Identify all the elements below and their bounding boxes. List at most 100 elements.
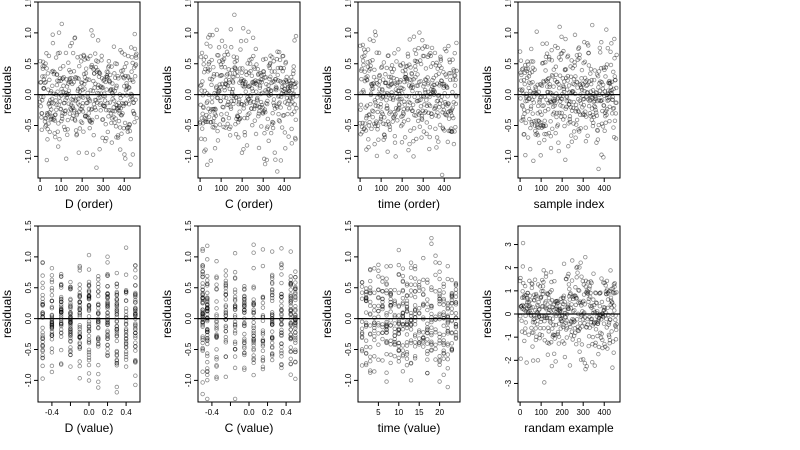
data-point bbox=[269, 293, 275, 298]
data-point bbox=[415, 98, 420, 104]
data-point bbox=[392, 312, 397, 318]
data-point bbox=[421, 335, 426, 340]
data-point bbox=[260, 105, 265, 110]
data-point bbox=[363, 361, 369, 366]
data-point bbox=[520, 295, 525, 300]
data-point bbox=[376, 50, 382, 56]
data-point bbox=[433, 317, 438, 322]
data-point bbox=[395, 106, 401, 112]
data-point bbox=[80, 104, 85, 109]
data-point bbox=[579, 303, 584, 308]
data-point bbox=[412, 58, 418, 64]
data-point bbox=[543, 271, 549, 276]
data-point bbox=[114, 360, 120, 366]
data-point bbox=[123, 272, 129, 277]
data-point bbox=[446, 116, 452, 121]
data-point bbox=[569, 319, 574, 324]
data-point bbox=[261, 72, 266, 77]
data-point bbox=[612, 290, 618, 296]
data-point bbox=[376, 321, 381, 326]
data-point bbox=[263, 100, 269, 106]
data-point bbox=[112, 109, 118, 114]
data-point bbox=[84, 114, 90, 120]
data-point bbox=[380, 275, 385, 281]
data-point bbox=[404, 304, 410, 309]
data-point bbox=[56, 102, 61, 107]
data-point bbox=[124, 83, 130, 88]
data-point bbox=[51, 91, 56, 96]
data-point bbox=[114, 353, 120, 358]
data-point bbox=[368, 278, 373, 284]
data-point bbox=[38, 99, 43, 105]
data-point bbox=[593, 327, 599, 332]
data-point bbox=[392, 298, 397, 304]
data-point bbox=[529, 46, 534, 52]
data-point bbox=[414, 59, 419, 64]
data-point bbox=[218, 73, 224, 78]
data-point bbox=[429, 303, 434, 309]
data-point bbox=[75, 75, 80, 81]
data-point bbox=[269, 352, 275, 357]
data-point bbox=[601, 308, 606, 313]
data-point bbox=[376, 314, 381, 319]
data-point bbox=[589, 106, 595, 111]
data-point bbox=[273, 77, 279, 82]
data-point bbox=[205, 301, 210, 307]
scatter-panel-6: -1.0-0.50.00.51.01.5-0.4 0.0 0.2 0.4C (valu… bbox=[160, 220, 301, 435]
data-point bbox=[205, 305, 210, 310]
data-point bbox=[524, 306, 530, 312]
data-point bbox=[49, 298, 55, 304]
data-point bbox=[584, 290, 590, 296]
data-point bbox=[538, 123, 544, 128]
data-point bbox=[41, 86, 46, 91]
data-point bbox=[448, 126, 454, 131]
data-point bbox=[451, 100, 456, 105]
data-point bbox=[598, 98, 603, 104]
data-point bbox=[288, 332, 293, 337]
data-point bbox=[533, 128, 538, 134]
data-point bbox=[242, 331, 247, 337]
data-point bbox=[595, 137, 601, 142]
data-point bbox=[46, 101, 51, 107]
data-point bbox=[395, 88, 400, 93]
data-point bbox=[228, 124, 233, 130]
data-point bbox=[613, 77, 618, 83]
data-point bbox=[381, 137, 386, 142]
data-point bbox=[261, 109, 267, 114]
data-point bbox=[200, 311, 205, 317]
data-point bbox=[592, 320, 597, 326]
data-point bbox=[216, 88, 221, 94]
data-point bbox=[260, 330, 266, 335]
data-point bbox=[588, 290, 593, 296]
data-point bbox=[580, 82, 586, 87]
y-tick-label: 0 bbox=[504, 311, 513, 316]
data-point bbox=[89, 28, 94, 33]
data-point bbox=[200, 311, 205, 317]
data-point bbox=[58, 66, 63, 71]
data-point bbox=[62, 100, 67, 106]
x-tick-label: 0 bbox=[198, 184, 203, 193]
data-point bbox=[119, 50, 125, 55]
data-point bbox=[251, 328, 256, 334]
data-point bbox=[611, 303, 617, 308]
data-point bbox=[83, 113, 88, 118]
data-point bbox=[552, 332, 558, 338]
data-point bbox=[43, 124, 48, 129]
data-point bbox=[206, 114, 212, 119]
data-point bbox=[605, 290, 611, 295]
data-point bbox=[382, 134, 388, 140]
data-point bbox=[404, 77, 409, 82]
data-point bbox=[205, 283, 210, 288]
data-point bbox=[372, 303, 377, 309]
data-point bbox=[426, 102, 432, 107]
data-point bbox=[53, 98, 58, 103]
data-point bbox=[288, 349, 293, 355]
plot-frame bbox=[197, 225, 301, 403]
data-point bbox=[45, 71, 51, 76]
data-point bbox=[380, 279, 385, 284]
data-point bbox=[112, 88, 117, 94]
data-point bbox=[542, 318, 547, 324]
data-point bbox=[280, 84, 285, 89]
data-point bbox=[269, 290, 275, 295]
